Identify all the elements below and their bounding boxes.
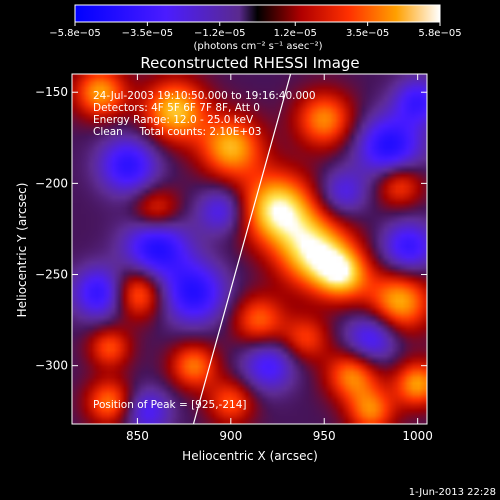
colorbar-tick-label: 1.2e−05 [274, 28, 317, 39]
chart-title: Reconstructed RHESSI Image [140, 54, 359, 72]
annotation-block: 24-Jul-2003 19:10:50.000 to 19:16:40.000… [93, 90, 316, 138]
x-tick-label: 950 [313, 429, 336, 443]
y-tick-label: −150 [35, 85, 68, 99]
colorbar-tick-label: 3.5e−05 [346, 28, 389, 39]
y-tick-label: −250 [35, 268, 68, 282]
annotation-time: 24-Jul-2003 19:10:50.000 to 19:16:40.000 [93, 90, 316, 102]
colorbar-unit-label: (photons cm⁻² s⁻¹ asec⁻²) [193, 41, 322, 52]
x-tick-label: 900 [219, 429, 242, 443]
annotation-energy: Energy Range: 12.0 - 25.0 keV [93, 114, 254, 126]
colorbar-tick-label: −3.5e−05 [122, 28, 174, 39]
annotation-counts: Clean Total counts: 2.10E+03 [93, 126, 262, 138]
annotation-detectors: Detectors: 4F 5F 6F 7F 8F, Att 0 [93, 102, 260, 114]
heatmap-image [72, 74, 427, 424]
x-tick-label: 850 [126, 429, 149, 443]
colorbar-tick-label: −1.2e−05 [194, 28, 246, 39]
y-tick-label: −200 [35, 176, 68, 190]
solar-limb-line [192, 74, 292, 424]
colorbar-ticks: −5.8e−05 −3.5e−05 −1.2e−05 1.2e−05 3.5e−05 5.… [49, 22, 462, 39]
colorbar-tick-label: 5.8e−05 [418, 28, 461, 39]
y-axis-label: Heliocentric Y (arcsec) [15, 183, 29, 318]
x-tick-label: 1000 [402, 429, 433, 443]
colorbar-tick-label: −5.8e−05 [49, 28, 101, 39]
footer-timestamp: 1-Jun-2013 22:28 [409, 487, 496, 498]
y-tick-label: −300 [35, 359, 68, 373]
y-axis-ticks: −150 −200 −250 −300 [35, 85, 427, 373]
plot-frame [71, 73, 428, 425]
peak-position-label: Position of Peak = [925,-214] [93, 399, 247, 411]
x-axis-ticks: 850 900 950 1000 [126, 74, 433, 443]
colorbar [74, 4, 441, 23]
x-axis-label: Heliocentric X (arcsec) [182, 449, 318, 463]
